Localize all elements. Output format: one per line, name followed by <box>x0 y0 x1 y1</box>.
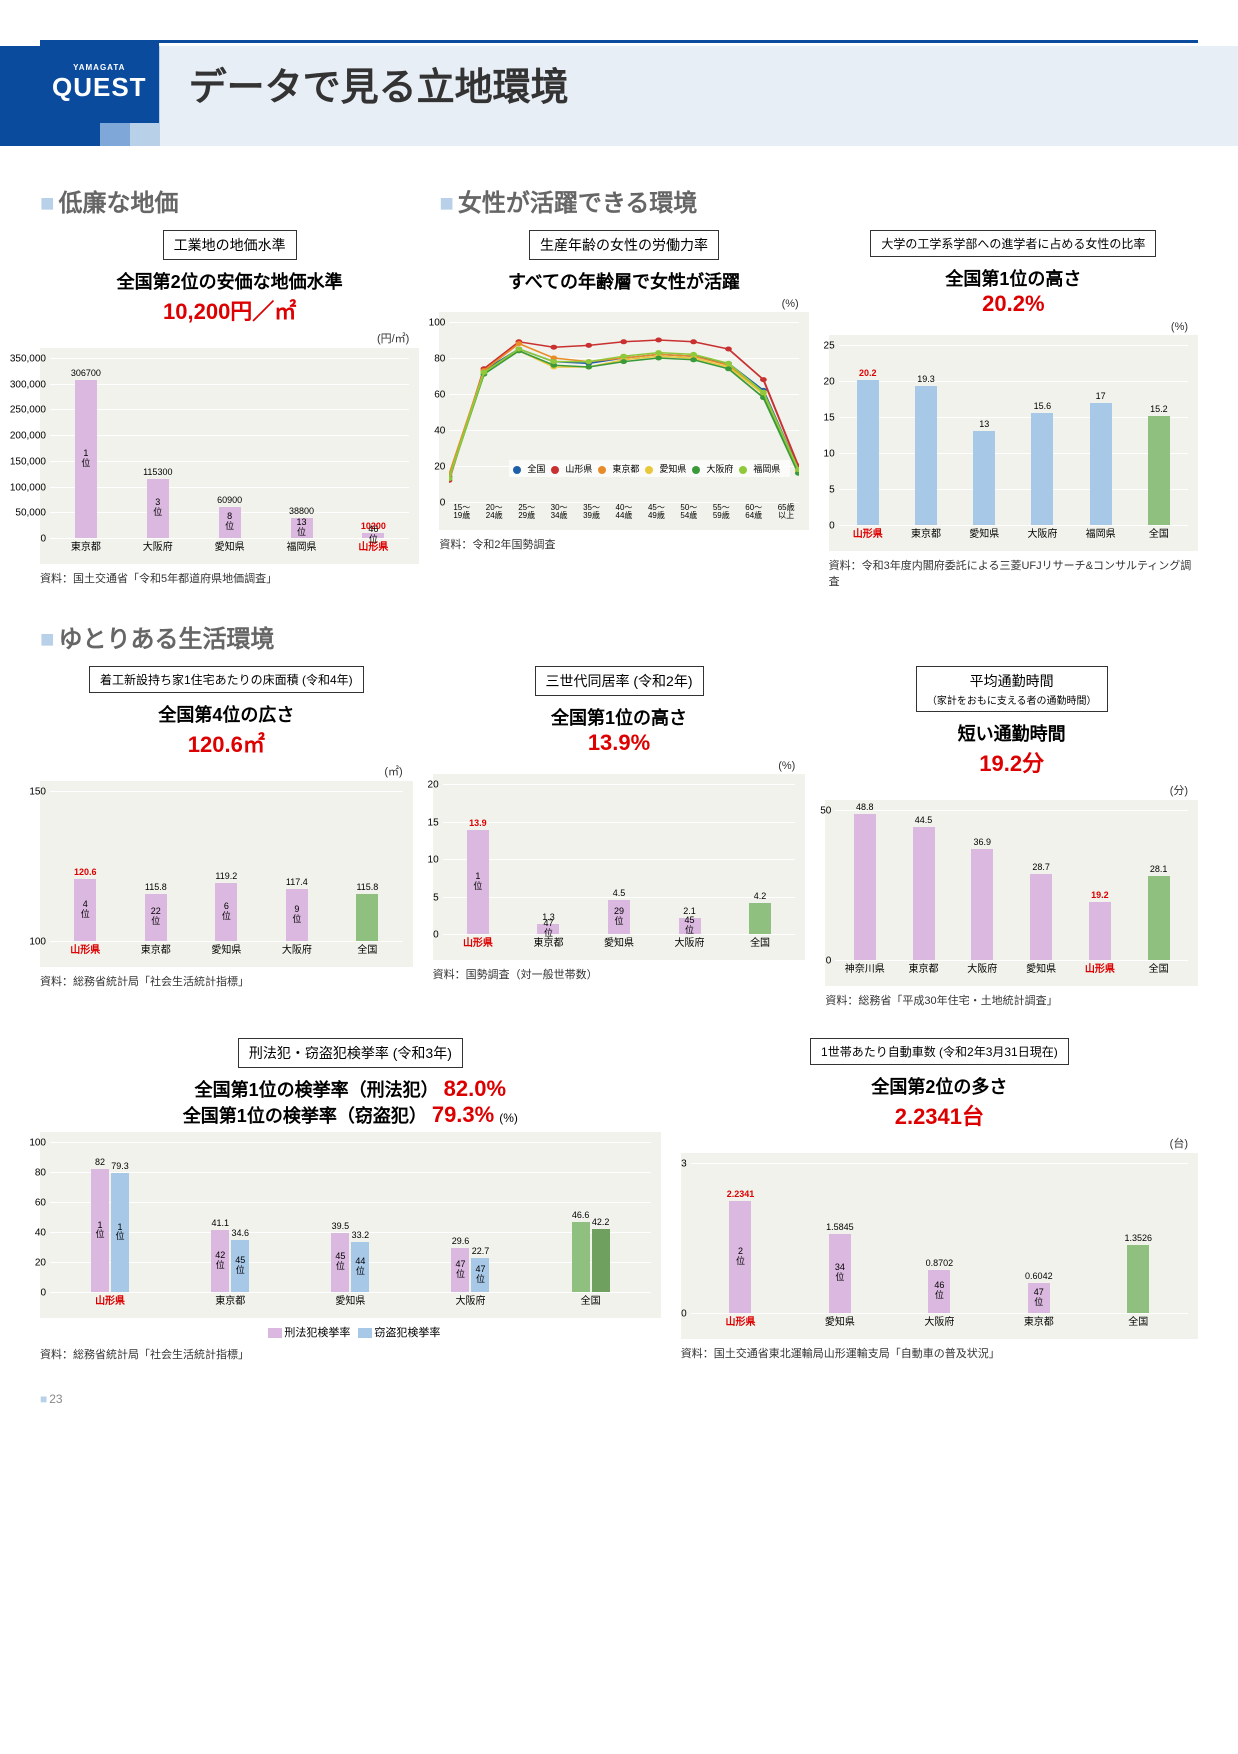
page-number: 23 <box>40 1392 1198 1406</box>
chart-female-labor: 生産年齢の女性の労働力率すべての年齢層で女性が活躍(%)020406080100… <box>439 230 808 589</box>
page: YAMAGATAQUEST データで見る立地環境 低廉な地価 工業地の地価水準全… <box>0 0 1238 1426</box>
chart-unit: (%) <box>829 321 1198 333</box>
chart-subtitle: 着工新設持ち家1住宅あたりの床面積 (令和4年) <box>89 666 364 693</box>
logo: YAMAGATAQUEST <box>40 43 159 123</box>
chart-subtitle: 三世代同居率 (令和2年) <box>535 666 704 696</box>
chart-source: 資料：令和3年度内閣府委託による三菱UFJリサーチ&コンサルティング調査 <box>829 557 1198 589</box>
chart-source: 資料：国土交通省東北運輸局山形運輸支局「自動車の普及状況」 <box>681 1345 1198 1361</box>
chart-source: 資料：総務省「平成30年住宅・土地統計調査」 <box>825 992 1198 1008</box>
chart-headline: 全国第1位の高さ20.2% <box>829 265 1198 317</box>
chart-arrest-rate: 刑法犯・窃盗犯検挙率 (令和3年) 全国第1位の検挙率（刑法犯） 82.0%全国第… <box>40 1038 661 1362</box>
chart-unit: (%) <box>439 298 808 310</box>
header: YAMAGATAQUEST データで見る立地環境 <box>40 40 1198 123</box>
chart-headline: 短い通勤時間19.2分 <box>825 720 1198 778</box>
chart-unit: (分) <box>825 782 1198 798</box>
chart-source: 資料：総務省統計局「社会生活統計指標」 <box>40 973 413 989</box>
chart-headline: 全国第2位の多さ2.2341台 <box>681 1073 1198 1131</box>
chart-land-price: 工業地の地価水準全国第2位の安価な地価水準10,200円／㎡(円/㎡)050,0… <box>40 230 419 586</box>
section-2-title: 女性が活躍できる環境 <box>439 183 1198 218</box>
section-3-title: ゆとりある生活環境 <box>40 619 1198 654</box>
chart-source: 資料：令和2年国勢調査 <box>439 536 808 552</box>
chart-subtitle: 1世帯あたり自動車数 (令和2年3月31日現在) <box>810 1038 1069 1065</box>
chart-subtitle: 工業地の地価水準 <box>163 230 297 260</box>
chart-headline: 全国第2位の安価な地価水準10,200円／㎡ <box>40 268 419 326</box>
chart-unit: (㎡) <box>40 763 413 779</box>
chart-legend: 刑法犯検挙率窃盗犯検挙率 <box>40 1324 661 1340</box>
chart-unit: (円/㎡) <box>40 330 419 346</box>
chart-unit: (%) <box>433 760 806 772</box>
chart-commute: 平均通勤時間（家計をおもに支える者の通勤時間）短い通勤時間19.2分(分)050… <box>825 666 1198 1008</box>
page-title: データで見る立地環境 <box>189 56 569 111</box>
chart-female-eng: 大学の工学系学部への進学者に占める女性の比率全国第1位の高さ20.2%(%)05… <box>829 230 1198 589</box>
chart-headline: すべての年齢層で女性が活躍 <box>439 268 808 294</box>
chart-headline: 全国第1位の高さ13.9% <box>433 704 806 756</box>
chart-subtitle: 生産年齢の女性の労働力率 <box>529 230 719 260</box>
chart-unit: (台) <box>681 1135 1198 1151</box>
chart-subtitle: 大学の工学系学部への進学者に占める女性の比率 <box>870 230 1156 257</box>
chart-headline: 全国第1位の検挙率（刑法犯） 82.0%全国第1位の検挙率（窃盗犯） 79.3%… <box>40 1076 661 1128</box>
chart-subtitle: 刑法犯・窃盗犯検挙率 (令和3年) <box>238 1038 463 1068</box>
chart-headline: 全国第4位の広さ120.6㎡ <box>40 701 413 759</box>
chart-source: 資料：総務省統計局「社会生活統計指標」 <box>40 1346 661 1362</box>
chart-cars: 1世帯あたり自動車数 (令和2年3月31日現在) 全国第2位の多さ2.2341台 (… <box>681 1038 1198 1362</box>
chart-subtitle: 平均通勤時間（家計をおもに支える者の通勤時間） <box>916 666 1108 712</box>
chart-source: 資料：国勢調査（対一般世帯数） <box>433 966 806 982</box>
chart-three-gen: 三世代同居率 (令和2年)全国第1位の高さ13.9%(%)0510152013.… <box>433 666 806 1008</box>
section-1-title: 低廉な地価 <box>40 183 419 218</box>
chart-floor-area: 着工新設持ち家1住宅あたりの床面積 (令和4年) 全国第4位の広さ120.6㎡ (㎡… <box>40 666 413 1008</box>
chart-source: 資料：国土交通省「令和5年都道府県地価調査」 <box>40 570 419 586</box>
